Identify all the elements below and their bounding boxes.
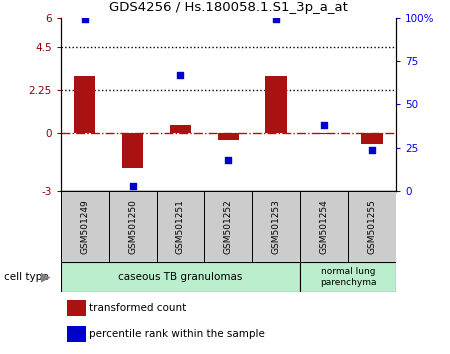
Bar	[170, 125, 191, 133]
Text: normal lung
parenchyma: normal lung parenchyma	[320, 267, 376, 287]
Bar	[122, 133, 144, 168]
Bar	[68, 326, 86, 342]
Bar	[74, 75, 95, 133]
Bar	[218, 133, 239, 140]
Text: GSM501250: GSM501250	[128, 199, 137, 254]
Point	[129, 183, 136, 189]
Text: GSM501252: GSM501252	[224, 199, 233, 254]
Text: GSM501251: GSM501251	[176, 199, 185, 254]
Text: GSM501254: GSM501254	[320, 199, 328, 254]
Bar	[266, 75, 287, 133]
Title: GDS4256 / Hs.180058.1.S1_3p_a_at: GDS4256 / Hs.180058.1.S1_3p_a_at	[109, 1, 348, 14]
Point	[225, 157, 232, 163]
Text: transformed count: transformed count	[89, 303, 186, 313]
Text: GSM501249: GSM501249	[80, 199, 89, 254]
Point	[81, 17, 88, 22]
Point	[273, 17, 280, 22]
Point	[177, 72, 184, 78]
Bar	[313, 133, 335, 134]
Bar	[252, 191, 300, 262]
Bar	[157, 191, 204, 262]
Bar	[68, 300, 86, 316]
Point	[369, 147, 376, 152]
Bar	[300, 191, 348, 262]
Bar	[61, 262, 300, 292]
Text: GSM501253: GSM501253	[272, 199, 281, 254]
Bar	[204, 191, 252, 262]
Text: GSM501255: GSM501255	[368, 199, 377, 254]
Bar	[108, 191, 157, 262]
Bar	[61, 191, 108, 262]
Text: caseous TB granulomas: caseous TB granulomas	[118, 272, 243, 282]
Text: percentile rank within the sample: percentile rank within the sample	[89, 329, 265, 339]
Text: ▶: ▶	[41, 270, 51, 284]
Bar	[300, 262, 396, 292]
Point	[320, 122, 328, 128]
Bar	[361, 133, 383, 144]
Text: cell type: cell type	[4, 272, 49, 282]
Bar	[348, 191, 396, 262]
